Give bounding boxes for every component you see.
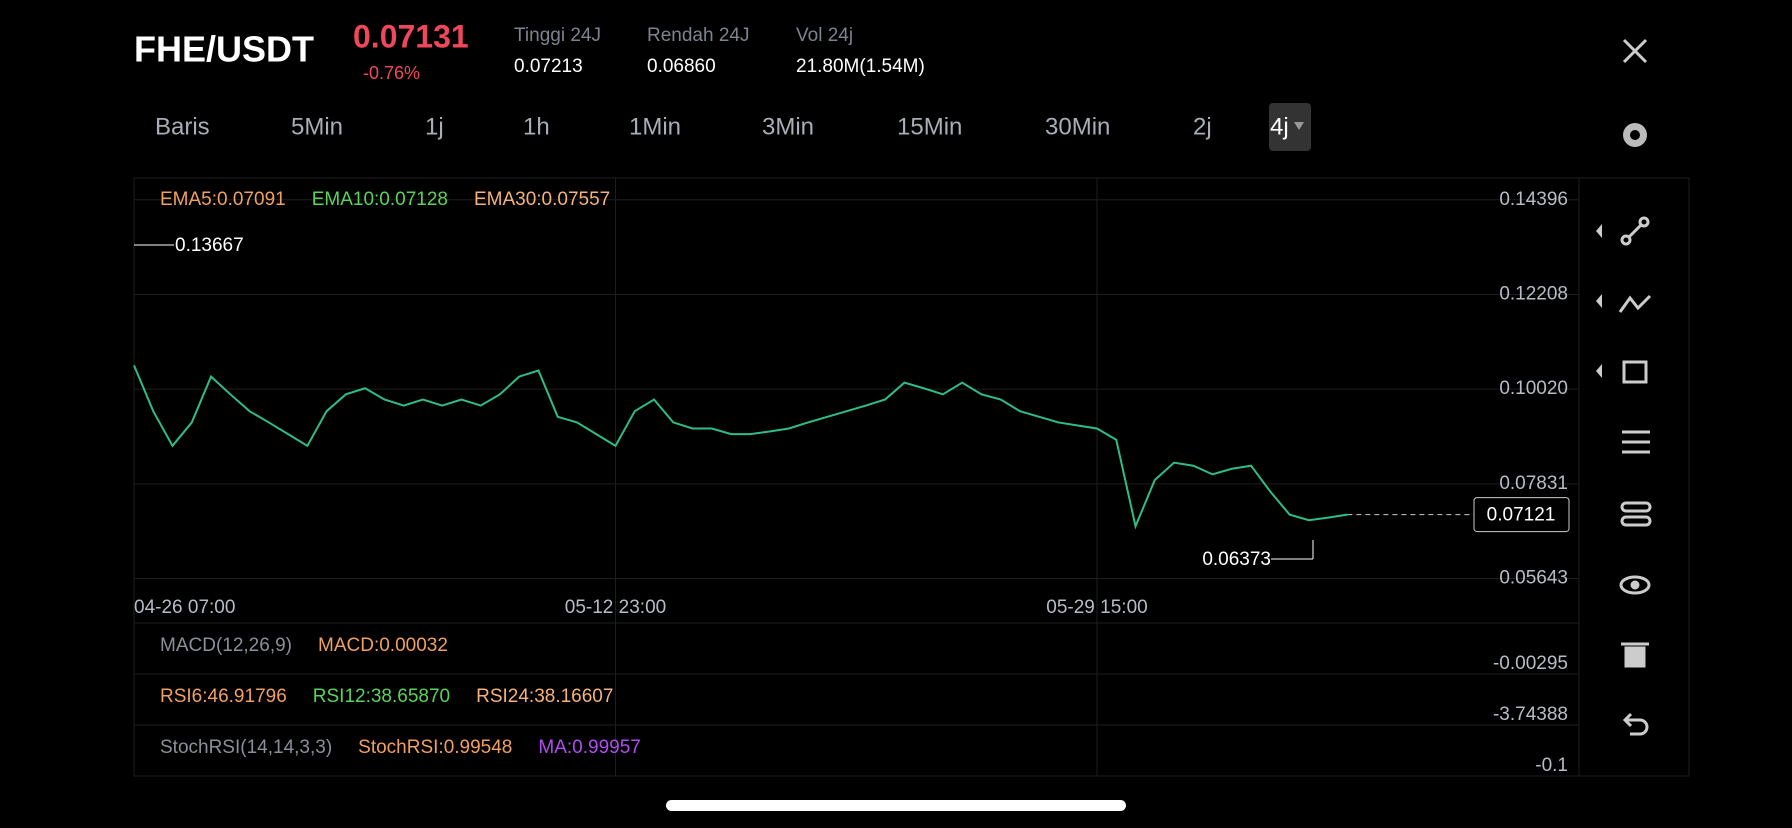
x-tick-label: 05-12 23:00 xyxy=(565,597,666,618)
tool-visibility[interactable] xyxy=(1619,575,1651,595)
panel-indicator-label: MACD(12,26,9) xyxy=(160,635,292,656)
y-tick-label: 0.07831 xyxy=(1499,473,1568,494)
pair: FHE/USDT xyxy=(134,29,314,70)
interval-tab[interactable]: 5Min xyxy=(291,113,343,140)
x-tick-label: 05-29 15:00 xyxy=(1046,597,1147,618)
panel-indicator-label: MACD:0.00032 xyxy=(318,635,448,656)
panel-axis-label: -3.74388 xyxy=(1493,704,1568,725)
last-price-box xyxy=(1473,497,1570,533)
interval-tab[interactable]: 2j xyxy=(1193,113,1212,140)
panel-indicator-label: StochRSI:0.99548 xyxy=(358,737,512,758)
indicator-label: EMA10:0.07128 xyxy=(312,189,448,210)
price: 0.07131 xyxy=(353,18,469,54)
change: -0.76% xyxy=(363,63,420,83)
close-button[interactable] xyxy=(1622,38,1648,64)
x-tick-label: 04-26 07:00 xyxy=(134,597,235,618)
panel-axis-label: -0.00295 xyxy=(1493,653,1568,674)
dropdown-arrow xyxy=(1294,122,1304,130)
stat-label: Rendah 24J xyxy=(647,25,749,46)
indicator-label: EMA30:0.07557 xyxy=(474,189,610,210)
y-tick-label: 0.05643 xyxy=(1499,568,1568,589)
interval-tab[interactable]: 1h xyxy=(523,113,550,140)
panel-axis-label: -0.1 xyxy=(1535,755,1568,776)
sidebar-tools xyxy=(1596,216,1652,736)
interval-tab[interactable]: 1Min xyxy=(629,113,681,140)
indicator-label: EMA5:0.07091 xyxy=(160,189,286,210)
stat-label: Tinggi 24J xyxy=(514,25,601,46)
min-label: 0.06373 xyxy=(1202,549,1271,570)
tool-delete[interactable] xyxy=(1621,642,1649,668)
interval-tab[interactable]: 15Min xyxy=(897,113,962,140)
interval-selected-bg xyxy=(1269,103,1311,151)
price-line xyxy=(133,364,1348,530)
stat-value: 21.80M(1.54M) xyxy=(796,56,925,77)
panel-indicator-label: RSI12:38.65870 xyxy=(313,686,450,707)
panel-indicator-label: RSI24:38.16607 xyxy=(476,686,613,707)
stat-label: Vol 24j xyxy=(796,25,853,46)
last-price-label: 0.07121 xyxy=(1487,505,1556,526)
y-tick-label: 0.12208 xyxy=(1499,283,1568,304)
max-label: 0.13667 xyxy=(175,235,244,256)
panel-indicator-label: MA:0.99957 xyxy=(538,737,640,758)
tool-polyline[interactable] xyxy=(1618,294,1652,313)
home-indicator xyxy=(666,800,1126,811)
chart-frame xyxy=(133,177,1690,777)
interval-tab[interactable]: 3Min xyxy=(762,113,814,140)
tool-undo[interactable] xyxy=(1622,712,1649,736)
tool-line[interactable] xyxy=(1620,216,1650,246)
interval-tab[interactable]: 1j xyxy=(425,113,444,140)
y-tick-label: 0.10020 xyxy=(1499,378,1568,399)
panel-indicator-label: RSI6:46.91796 xyxy=(160,686,287,707)
interval-tab[interactable]: 30Min xyxy=(1045,113,1110,140)
stat-value: 0.06860 xyxy=(647,56,716,77)
y-tick-label: 0.14396 xyxy=(1499,189,1568,210)
tool-layers[interactable] xyxy=(1620,501,1652,527)
panel-indicator-label: StochRSI(14,14,3,3) xyxy=(160,737,332,758)
interval-tab[interactable]: Baris xyxy=(155,113,210,140)
settings-button[interactable] xyxy=(1623,123,1647,147)
interval-tab[interactable]: 4j xyxy=(1270,113,1289,140)
stat-value: 0.07213 xyxy=(514,56,583,77)
tool-shape[interactable] xyxy=(1622,360,1648,384)
tool-adjust[interactable] xyxy=(1622,430,1650,454)
